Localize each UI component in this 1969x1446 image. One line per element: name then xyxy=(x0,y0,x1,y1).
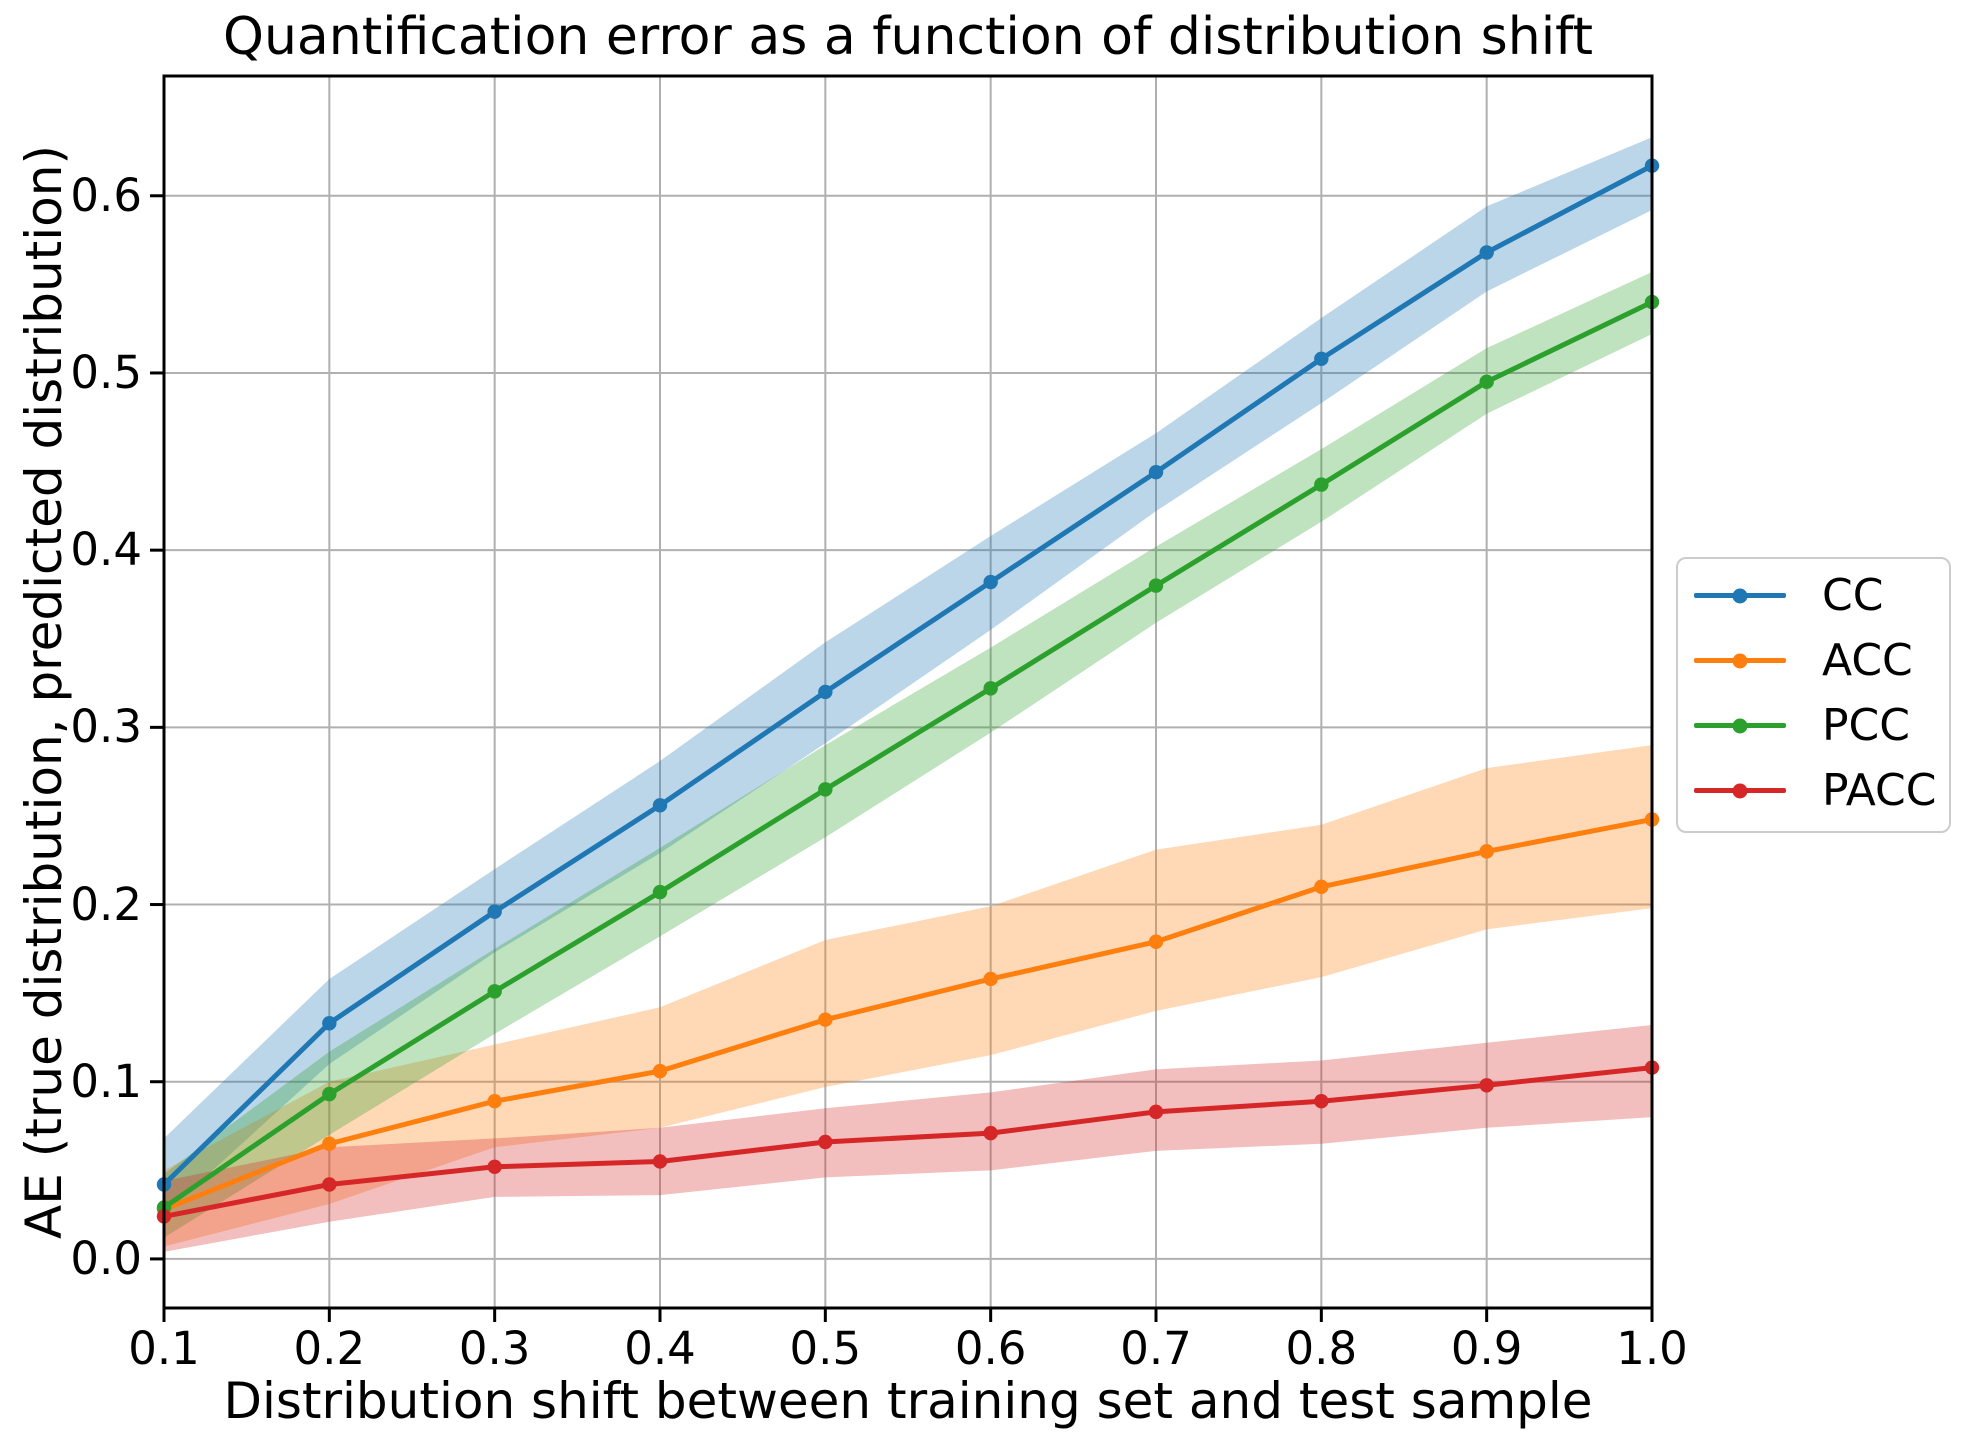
legend-label-PCC: PCC xyxy=(1822,699,1910,751)
legend-marker-dot-CC xyxy=(1732,588,1748,603)
x-tick-label-1.0: 1.0 xyxy=(1616,1322,1688,1375)
legend-label-ACC: ACC xyxy=(1822,634,1913,686)
marker-PCC-0.4 xyxy=(652,884,668,900)
marker-PCC-0.8 xyxy=(1314,477,1329,492)
marker-PACC-0.2 xyxy=(322,1177,337,1192)
marker-PCC-0.5 xyxy=(818,782,833,797)
marker-ACC-0.2 xyxy=(322,1136,337,1151)
y-tick-label-0.3: 0.3 xyxy=(70,700,142,754)
marker-ACC-0.3 xyxy=(487,1094,502,1109)
confidence-band-ACC xyxy=(164,745,1652,1247)
marker-CC-0.9 xyxy=(1479,245,1494,260)
marker-PACC-0.6 xyxy=(983,1125,998,1141)
axes-spines xyxy=(162,74,1654,1310)
legend-line-sample-PACC xyxy=(1694,783,1786,798)
chart-title: Quantification error as a function of di… xyxy=(223,7,1593,67)
marker-PACC-0.5 xyxy=(818,1134,833,1150)
legend-item-CC: CC xyxy=(1692,563,1949,628)
marker-CC-0.5 xyxy=(818,684,833,700)
x-tick-label-0.9: 0.9 xyxy=(1450,1322,1523,1375)
marker-CC-0.3 xyxy=(487,904,502,919)
plot-area xyxy=(150,74,1660,1322)
marker-PCC-0.9 xyxy=(1479,374,1494,390)
legend-line-sample-ACC xyxy=(1694,653,1786,668)
legend-marker-dot-PCC xyxy=(1732,718,1748,733)
x-tick-label-0.1: 0.1 xyxy=(128,1322,200,1375)
marker-CC-0.6 xyxy=(983,574,998,590)
legend-marker-dot-PACC xyxy=(1732,783,1748,798)
y-tick-label-0.2: 0.2 xyxy=(70,877,142,931)
marker-ACC-0.5 xyxy=(818,1012,833,1027)
y-tick-label-0.0: 0.0 xyxy=(70,1231,142,1285)
marker-PCC-0.7 xyxy=(1148,578,1164,593)
marker-ACC-0.9 xyxy=(1479,844,1494,859)
y-tick-label-0.4: 0.4 xyxy=(70,523,142,577)
y-tick-label-0.1: 0.1 xyxy=(70,1054,142,1108)
line-CC xyxy=(162,163,1654,1187)
legend-label-CC: CC xyxy=(1822,569,1884,621)
legend-line-sample-PCC xyxy=(1694,718,1786,733)
marker-PCC-0.3 xyxy=(487,984,502,999)
marker-ACC-0.7 xyxy=(1148,934,1164,949)
marker-CC-0.2 xyxy=(322,1016,337,1031)
x-tick-label-0.5: 0.5 xyxy=(789,1322,862,1375)
legend-line-sample-CC xyxy=(1694,588,1786,603)
x-tick-label-0.2: 0.2 xyxy=(293,1322,366,1375)
marker-PACC-0.4 xyxy=(652,1154,668,1169)
marker-ACC-0.8 xyxy=(1314,879,1329,895)
legend-label-PACC: PACC xyxy=(1822,764,1937,816)
x-tick-label-0.3: 0.3 xyxy=(458,1322,531,1375)
line-PACC xyxy=(163,1065,1653,1219)
legend-marker-dot-ACC xyxy=(1732,653,1748,668)
legend-item-PCC: PCC xyxy=(1692,693,1949,758)
legend-item-ACC: ACC xyxy=(1692,628,1949,693)
marker-CC-0.7 xyxy=(1148,464,1164,480)
x-tick-label-0.6: 0.6 xyxy=(954,1322,1027,1375)
x-axis-label: Distribution shift between training set … xyxy=(223,1372,1593,1430)
marker-PCC-0.2 xyxy=(322,1086,337,1102)
y-tick-label-0.6: 0.6 xyxy=(70,168,142,222)
marker-PACC-0.8 xyxy=(1314,1094,1329,1109)
y-tick-label-0.5: 0.5 xyxy=(70,345,142,399)
x-tick-label-0.8: 0.8 xyxy=(1285,1322,1358,1375)
marker-CC-0.4 xyxy=(652,798,668,813)
marker-PACC-0.3 xyxy=(487,1159,502,1174)
confidence-band-PCC xyxy=(164,271,1652,1238)
legend-item-PACC: PACC xyxy=(1692,758,1949,823)
marker-ACC-0.4 xyxy=(652,1063,668,1079)
marker-ACC-0.6 xyxy=(983,971,998,987)
confidence-band-CC xyxy=(164,137,1652,1215)
marker-PCC-0.6 xyxy=(983,681,998,696)
line-PCC xyxy=(162,299,1654,1210)
marker-PACC-0.9 xyxy=(1479,1078,1494,1093)
y-axis-label: AE (true distribution, predicted distrib… xyxy=(15,145,73,1239)
legend: CC ACC PCC PACC xyxy=(1676,557,1951,833)
x-tick-label-0.7: 0.7 xyxy=(1120,1322,1192,1375)
marker-PACC-0.7 xyxy=(1148,1104,1164,1120)
x-tick-label-0.4: 0.4 xyxy=(624,1322,696,1375)
line-ACC xyxy=(163,817,1653,1212)
marker-CC-0.8 xyxy=(1314,351,1329,366)
